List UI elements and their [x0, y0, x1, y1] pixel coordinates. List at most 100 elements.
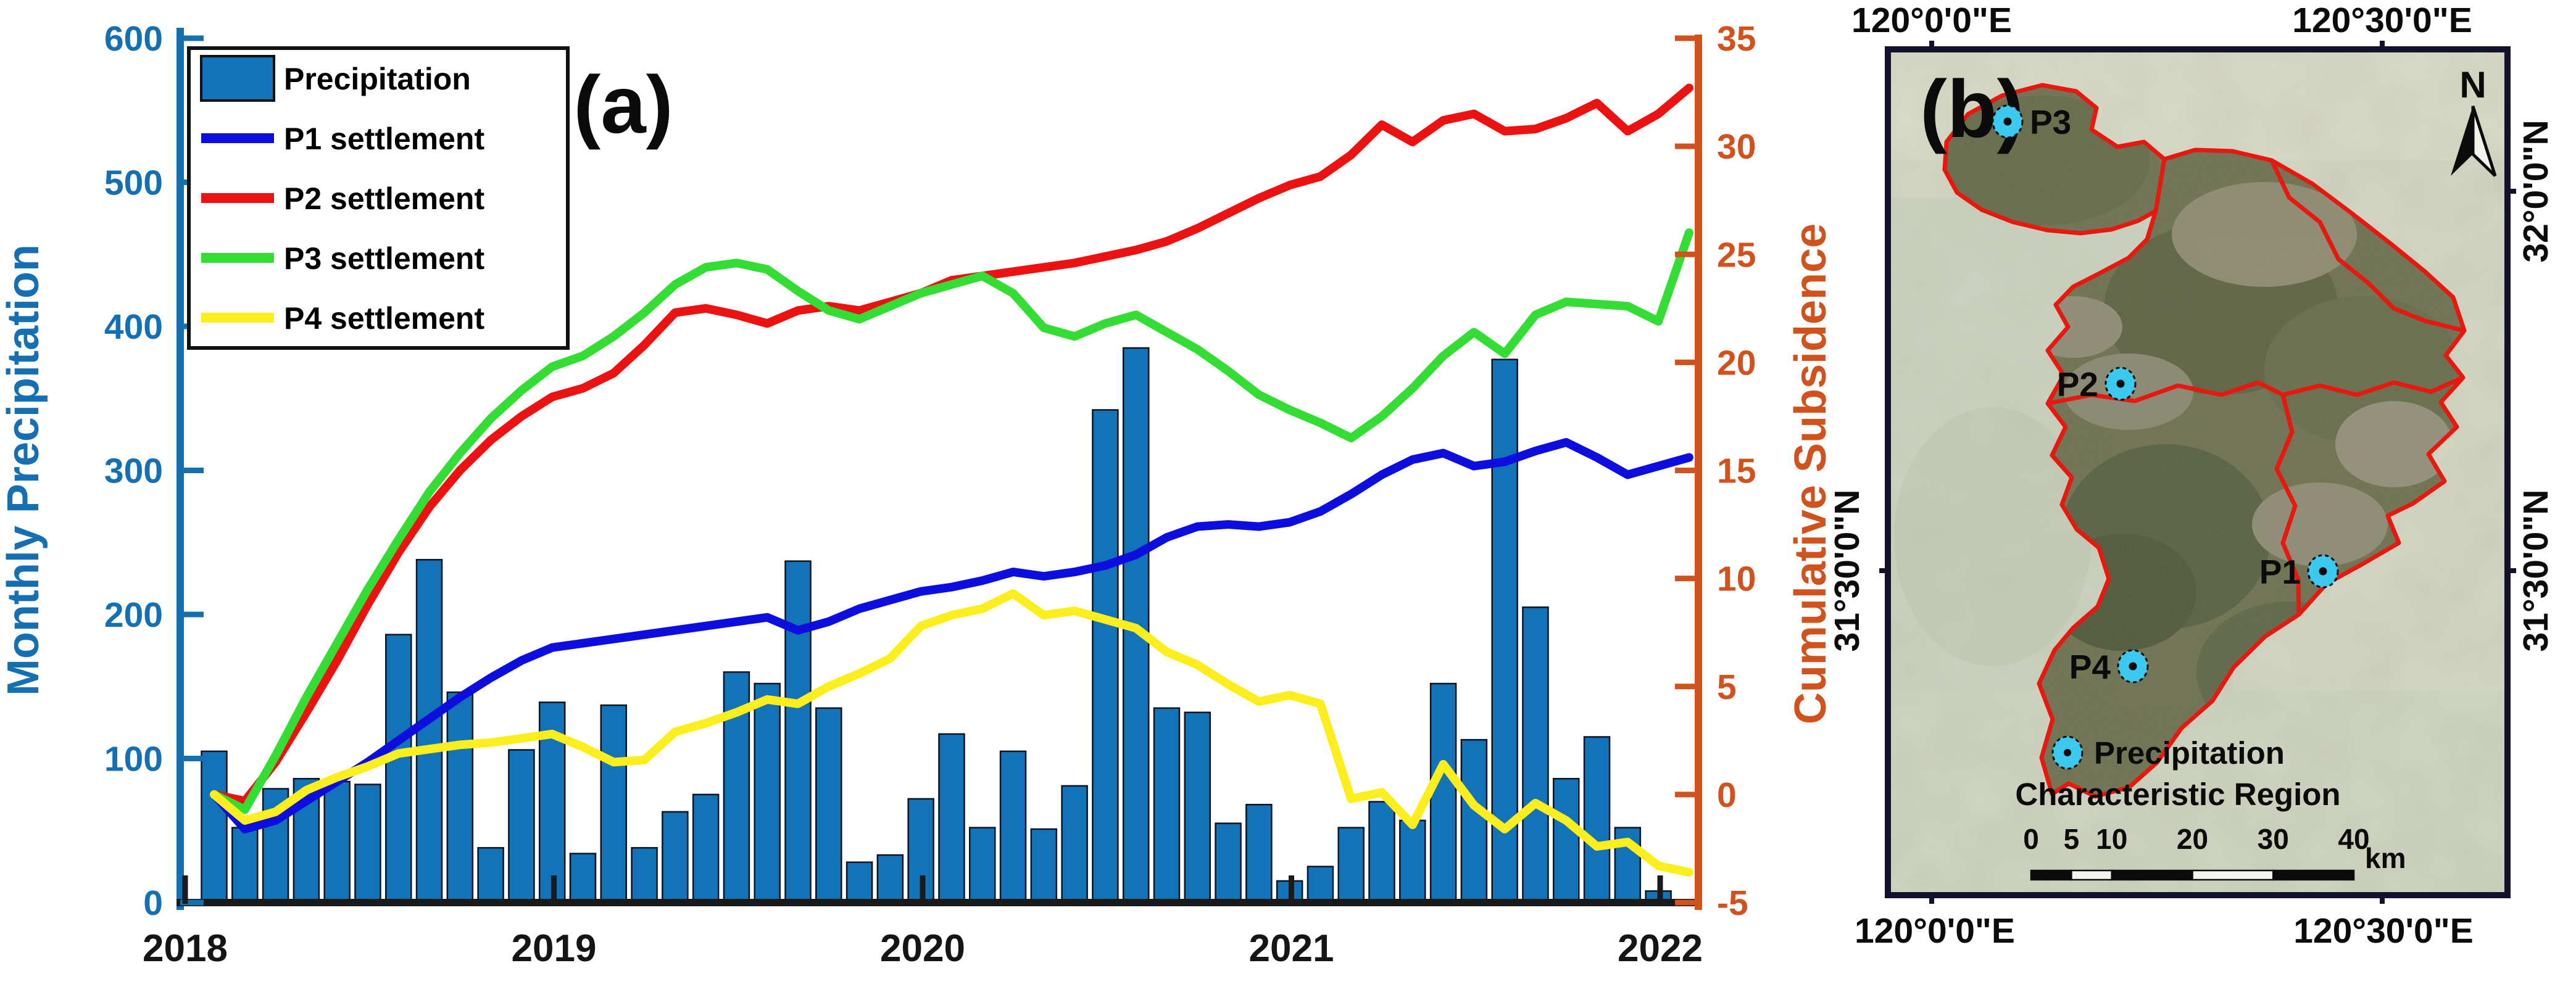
- precipitation-bar: [1061, 785, 1088, 904]
- precipitation-bar: [1245, 803, 1273, 904]
- region-boundaries: [1942, 83, 2467, 799]
- precipitation-bar: [231, 827, 259, 904]
- map-coordinate-labels: 120°0'0"E 120°30'0"E 120°0'0"E 120°30'0"…: [1827, 1, 2556, 951]
- precipitation-bar: [1522, 606, 1549, 904]
- precipitation-bar: [1337, 827, 1365, 904]
- boundary-south: [2274, 394, 2301, 615]
- map-legend: Precipitation Characteristic Region: [2015, 735, 2340, 812]
- boundary-mid: [2047, 375, 2464, 406]
- precipitation-bar: [846, 861, 873, 904]
- north-arrow-right: [2471, 105, 2497, 177]
- right-tick-label: 30: [1717, 127, 1756, 167]
- map-marker-dot: [2129, 662, 2137, 671]
- north-arrow-label: N: [2459, 64, 2486, 105]
- right-tick-label: 25: [1717, 235, 1756, 275]
- panel-a-label: (a): [573, 59, 673, 150]
- right-axis-title: Cumulative Subsidence: [1786, 223, 1835, 724]
- precipitation-bar: [1092, 409, 1119, 904]
- scalebar-tick-label: 5: [2064, 823, 2080, 855]
- boundary-northeast: [2269, 159, 2465, 333]
- scalebar-tick-label: 20: [2177, 823, 2208, 855]
- left-tick-label: 200: [104, 595, 163, 635]
- precipitation-bars: [201, 347, 1672, 904]
- precipitation-bar: [1215, 822, 1242, 904]
- precipitation-bar: [1491, 358, 1518, 904]
- right-tick-label: 35: [1717, 19, 1756, 59]
- legend-label: P1 settlement: [284, 122, 484, 156]
- precipitation-bar: [1583, 736, 1611, 904]
- precipitation-bar: [969, 827, 996, 904]
- right-tick-label: 0: [1717, 775, 1737, 815]
- map-legend-marker-dot: [2064, 749, 2071, 756]
- precipitation-bar: [815, 707, 842, 904]
- scalebar-segment: [2272, 869, 2355, 881]
- map-marker-label: P2: [2057, 365, 2098, 403]
- precipitation-bar: [1307, 866, 1334, 904]
- north-arrow-left: [2451, 106, 2473, 176]
- chart-legend: Precipitation P1 settlement P2 settlement P…: [187, 46, 570, 350]
- right-tick-label: -5: [1717, 883, 1748, 923]
- x-tick-label: 2019: [512, 927, 597, 970]
- scalebar-segment: [2192, 869, 2274, 881]
- left-tick-label: 300: [104, 452, 163, 491]
- left-axis-title: Monthly Precipitation: [0, 244, 48, 696]
- x-tick-label: 2021: [1249, 927, 1334, 970]
- legend-label: P2 settlement: [284, 181, 484, 216]
- left-tick-label: 0: [143, 883, 163, 923]
- legend-label: P4 settlement: [284, 301, 484, 336]
- right-tick-label: 5: [1717, 668, 1737, 707]
- precipitation-bar: [415, 559, 443, 904]
- scalebar-tick-label: 30: [2258, 823, 2289, 855]
- legend-label: Precipitation: [284, 62, 471, 96]
- x-tick-label: 2020: [880, 927, 965, 970]
- legend-swatch-bar: [200, 55, 275, 102]
- x-tick-label: 2018: [143, 927, 228, 970]
- precipitation-bar: [446, 691, 474, 904]
- map-marker-dot: [2116, 379, 2125, 388]
- left-tick-label: 500: [104, 163, 163, 203]
- map-right-label-top: 32°0'0"N: [2516, 120, 2556, 262]
- map-edge-ticks: [1879, 41, 2516, 904]
- right-tick-label: 15: [1717, 452, 1756, 491]
- x-tick-label: 2022: [1618, 927, 1703, 970]
- map-right-label-bottom: 31°30'0"N: [2516, 489, 2556, 651]
- settlement-lines: [210, 83, 1693, 877]
- precipitation-bar: [600, 704, 628, 904]
- legend-label: P3 settlement: [284, 241, 484, 276]
- precipitation-bar: [784, 560, 812, 904]
- precipitation-bar: [999, 750, 1027, 904]
- scalebar-segment: [2111, 869, 2193, 881]
- line-p3: [210, 228, 1693, 814]
- precipitation-bar: [508, 749, 535, 904]
- scalebar-segment: [2071, 869, 2113, 881]
- map-top-label-right: 120°30'0"E: [2292, 1, 2472, 40]
- map-marker-label: P4: [2069, 648, 2111, 686]
- precipitation-bar: [662, 811, 689, 904]
- scalebar-tick-label: 0: [2023, 823, 2039, 855]
- map-marker-dot: [2319, 567, 2327, 576]
- precipitation-bar: [754, 682, 781, 904]
- precipitation-bar: [384, 634, 412, 904]
- left-tick-label: 600: [104, 19, 163, 59]
- precipitation-bar: [569, 853, 597, 904]
- map-bottom-label-right: 120°30'0"E: [2293, 911, 2474, 951]
- map-bottom-label-left: 120°0'0"E: [1855, 911, 2015, 951]
- scalebar-segment: [2030, 869, 2072, 881]
- map-legend-line1: Precipitation: [2094, 735, 2285, 771]
- line-p1: [210, 437, 1693, 833]
- scalebar-unit: km: [2365, 842, 2406, 874]
- scalebar-tick-label: 40: [2338, 823, 2369, 855]
- line-p4: [210, 589, 1693, 877]
- precipitation-bar: [323, 780, 351, 904]
- left-tick-label: 400: [104, 307, 163, 347]
- map-points: P3 P2 P1 P4: [1992, 103, 2339, 686]
- precipitation-bar: [354, 783, 381, 904]
- precipitation-bar: [1429, 682, 1457, 904]
- scalebar-tick-label: 10: [2096, 823, 2127, 855]
- chart-axes: 0 100 200 300 400 500 600 -5 0 5 10 15 20 25 30 35 2018 2…: [104, 19, 1756, 970]
- precipitation-bar: [1399, 819, 1426, 904]
- left-tick-label: 100: [104, 740, 163, 779]
- precipitation-bar: [938, 733, 965, 904]
